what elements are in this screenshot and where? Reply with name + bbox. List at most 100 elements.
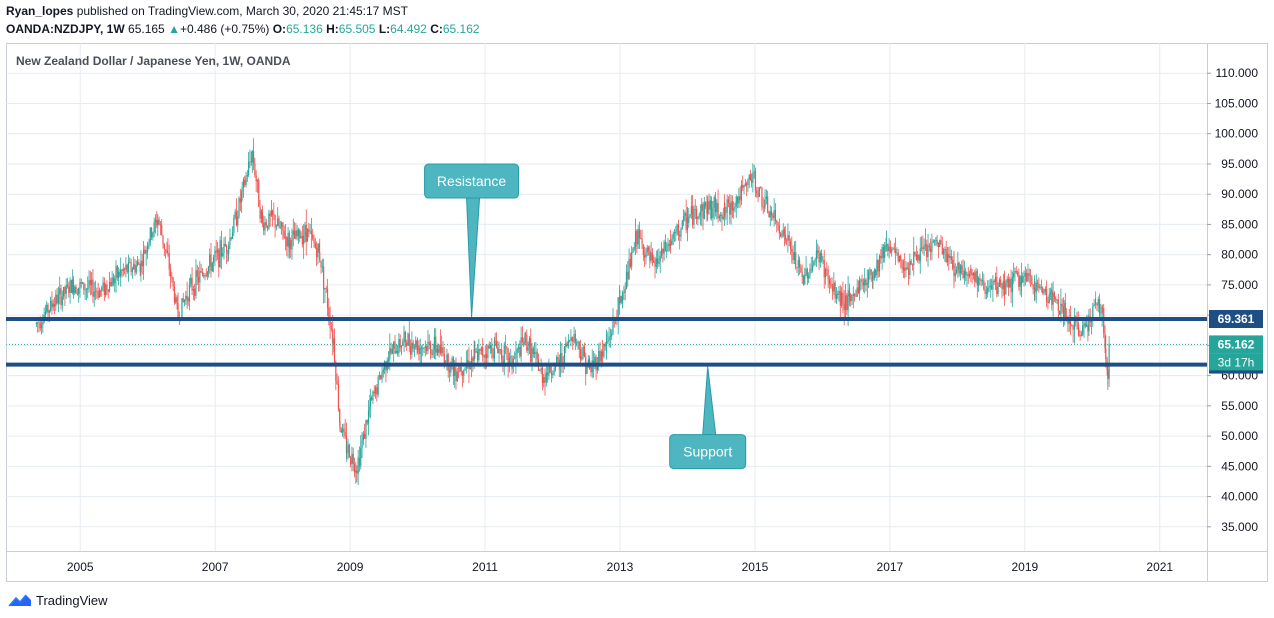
candle-body [723,203,726,213]
candle-body [897,252,899,262]
candle-body [309,231,311,233]
candle-body [713,197,715,208]
candle-body [625,271,628,289]
candle-body [693,209,695,225]
candle-body [806,268,808,279]
candle-body [686,217,689,223]
candle-body [44,311,47,316]
candle-body [777,222,779,225]
candle-body [274,215,276,228]
candle-body [638,229,641,239]
candle-body [377,377,379,395]
candle-body [671,238,673,245]
candle-body [581,356,583,360]
candle-body [706,206,708,214]
candle-body [917,254,919,260]
candle-body [524,333,526,345]
candle-body [301,235,303,245]
candle-body [539,370,541,372]
candle-body [158,219,160,224]
candle-body [701,204,703,212]
x-tick-label: 2007 [202,560,229,574]
candle-body [510,356,512,358]
candle-body [317,243,319,258]
candle-body [474,348,476,353]
candle-body [882,247,884,258]
candle-body [660,248,663,256]
candle-body [324,288,326,290]
y-tick-label: 45.000 [1221,459,1258,473]
candle-body [757,193,759,198]
candle-body [996,276,998,294]
candle-body [604,343,606,347]
candle-body [676,224,678,233]
candle-body [545,372,547,383]
time-axis[interactable]: 2005 2007 2009 2011 2013 2015 2017 2019 2021 [67,560,1174,574]
candle-body [225,245,228,253]
candle-body [827,269,829,280]
candle-body [772,215,774,218]
candle-body [778,224,780,234]
candle-body [877,259,879,272]
candle-body [933,240,936,242]
candle-body [191,277,193,291]
candle-body [940,240,942,244]
candle-body [993,280,995,282]
candle-body [1104,333,1106,349]
candle-body [1073,317,1075,330]
candle-body [792,251,794,261]
candle-body [336,380,338,385]
support-callout: Support [669,366,747,470]
candle-body [210,254,212,271]
candle-body [937,242,940,247]
candle-body [147,245,149,251]
chart-area[interactable]: Resistance Support 110.000 105.000 100.000 9… [6,43,1268,582]
candle-body [578,341,580,350]
candle-body [51,300,53,307]
candle-body [1080,334,1082,337]
candle-body [532,348,534,355]
candle-body [323,266,325,290]
candle-body [57,294,60,304]
candle-body [978,277,980,286]
candle-body [985,291,988,294]
candle-body [767,196,769,213]
callout-text: Support [683,444,732,460]
tradingview-branding[interactable]: TradingView [8,591,108,609]
candle-body [352,453,354,464]
y-tick-label: 85.000 [1221,217,1258,231]
candle-body [258,179,260,207]
candle-body [339,409,341,423]
candle-body [624,288,626,293]
close-value: 65.162 [442,22,480,36]
candle-body [735,196,737,207]
candle-body [362,433,364,441]
candle-body [821,253,823,261]
y-tick-label: 80.000 [1221,248,1258,262]
candle-body [865,279,867,286]
candle-body [406,342,408,346]
candle-body [78,287,80,295]
candle-body [896,252,898,254]
candlestick-chart[interactable]: Resistance Support 110.000 105.000 100.000 9… [6,43,1268,582]
candle-body [53,304,56,307]
candle-body [249,161,251,163]
candle-body [74,286,76,294]
candle-body [535,351,537,353]
candle-body [748,175,750,180]
candle-body [932,240,934,243]
candle-body [488,345,490,349]
candle-body [894,249,897,253]
candle-body [394,341,396,354]
candle-body [685,212,687,230]
candle-body [521,337,524,343]
candle-body [203,274,205,277]
candle-body [231,232,234,239]
author-name[interactable]: Ryan_lopes [6,4,74,18]
candle-body [98,290,101,298]
candle-body [478,349,480,361]
x-tick-label: 2015 [742,560,769,574]
candle-body [550,372,553,375]
candle-body [142,249,145,267]
candle-body [579,349,582,360]
